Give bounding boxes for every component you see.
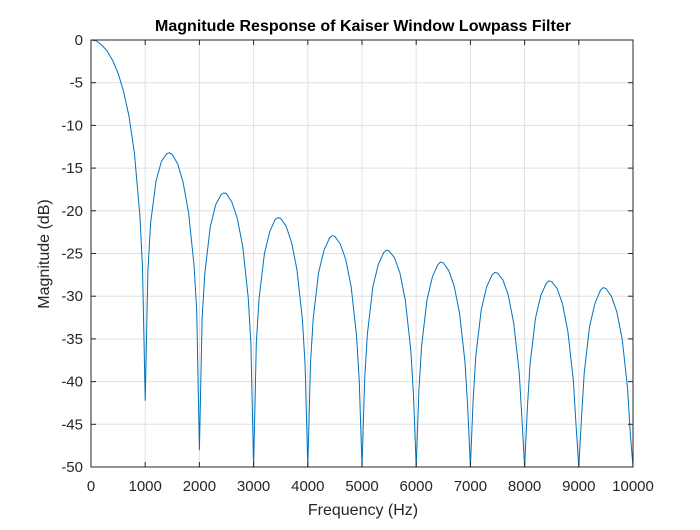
x-tick-label: 10000 [612,478,654,495]
y-tick-label: 0 [75,32,83,49]
y-axis-label: Magnitude (dB) [36,199,53,308]
y-tick-label: -15 [61,160,83,177]
x-tick-label: 3000 [237,478,270,495]
y-tick-label: -50 [61,459,83,476]
x-axis-label: Frequency (Hz) [308,502,418,519]
x-tick-label: 1000 [129,478,162,495]
y-tick-label: -10 [61,117,83,134]
x-tick-label: 0 [87,478,95,495]
x-axis-ticks: 0 1000 2000 3000 4000 5000 6000 7000 8000 9000 100… [87,40,654,495]
x-tick-label: 4000 [291,478,324,495]
x-tick-label: 2000 [183,478,216,495]
y-tick-label: -35 [61,331,83,348]
y-tick-label: -40 [61,374,83,391]
x-tick-label: 5000 [345,478,378,495]
grid-lines [90,39,634,468]
y-tick-label: -20 [61,203,83,220]
x-tick-label: 7000 [454,478,487,495]
y-axis-ticks: 0 -5 -10 -15 -20 -25 -30 -35 -40 -45 -50 [61,32,633,476]
x-tick-label: 6000 [400,478,433,495]
y-tick-label: -30 [61,288,83,305]
chart-title: Magnitude Response of Kaiser Window Lowp… [155,18,571,35]
x-tick-label: 8000 [508,478,541,495]
series-line-0 [90,39,634,468]
y-tick-label: -5 [70,75,83,92]
plot-series [90,39,634,468]
y-tick-label: -45 [61,416,83,433]
x-tick-label: 9000 [562,478,595,495]
y-tick-label: -25 [61,246,83,263]
